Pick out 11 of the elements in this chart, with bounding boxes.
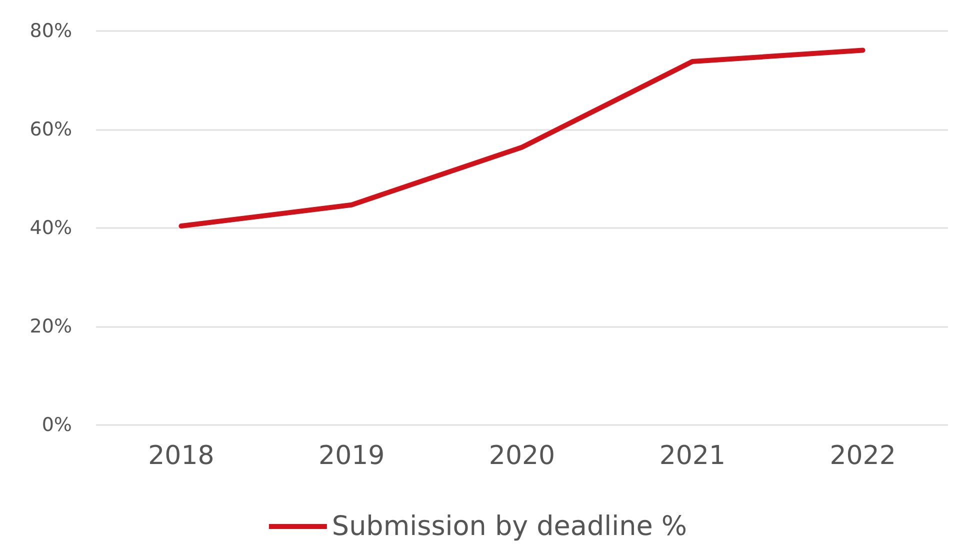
x-tick-label: 2021 bbox=[659, 441, 726, 471]
y-tick-label: 20% bbox=[30, 316, 72, 338]
y-tick-label: 80% bbox=[30, 20, 72, 42]
legend-label: Submission by deadline % bbox=[332, 511, 688, 542]
x-tick-label: 2019 bbox=[318, 441, 385, 471]
y-tick-label: 0% bbox=[42, 414, 72, 436]
x-tick-label: 2022 bbox=[830, 441, 896, 471]
x-tick-label: 2018 bbox=[148, 441, 214, 471]
y-tick-label: 60% bbox=[30, 118, 72, 140]
x-tick-label: 2020 bbox=[488, 441, 556, 471]
y-tick-label: 40% bbox=[30, 217, 72, 239]
